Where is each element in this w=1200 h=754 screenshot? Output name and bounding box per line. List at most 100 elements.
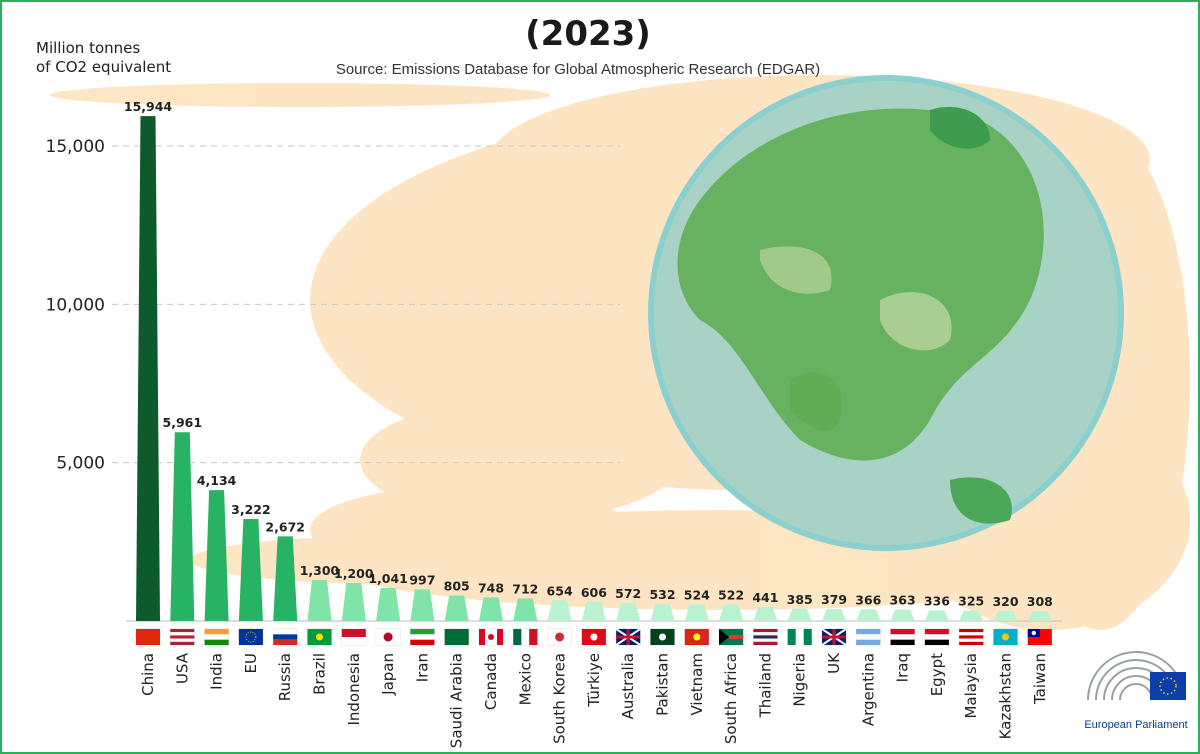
x-tick-label: Taiwan [1031,653,1049,705]
bar-iran [410,589,435,621]
x-tick-label: Argentina [859,653,877,726]
flag-uk-icon [821,628,847,646]
flags [135,628,1053,646]
data-label: 379 [821,592,847,607]
bar-egypt [924,610,949,621]
data-label: 532 [649,587,675,602]
data-label: 5,961 [163,415,203,430]
flag-egypt-icon [924,628,950,646]
data-label: 385 [787,592,813,607]
x-tick-label: Iran [413,653,431,682]
data-label: 1,200 [334,566,374,581]
x-tick-label: UK [825,652,843,674]
data-label: 325 [958,594,984,609]
flag-australia-icon [615,628,641,646]
x-tick-label: Brazil [311,653,329,695]
flag-usa-icon [170,628,195,646]
x-tick-label: Australia [619,653,637,719]
x-tick-label: South Korea [551,653,569,744]
bar-taiwan [1027,611,1052,621]
data-label: 363 [890,593,916,608]
flag-thailand-icon [753,628,778,646]
data-label: 748 [478,580,504,595]
data-label: 4,134 [197,473,237,488]
data-label: 997 [409,572,435,587]
bar-kazakhstan [993,610,1018,621]
bar-eu [238,518,263,621]
bar-argentina [856,609,881,621]
bar-china [136,116,160,622]
data-label: 522 [718,587,744,602]
x-tick-label: USA [173,652,191,684]
x-tick-label: India [208,653,226,690]
data-label: 606 [581,585,607,600]
y-axis-label-line2: of CO2 equivalent [36,58,171,76]
x-tick-label: Pakistan [654,653,672,716]
flag-canada-icon [478,628,504,646]
flag-malaysia-icon [958,628,984,646]
bar-australia [616,602,641,621]
x-tick-label: Thailand [756,653,774,718]
data-label: 572 [615,586,641,601]
x-tick-label: Türkiye [585,653,603,708]
flag-brazil-icon [307,628,332,646]
data-label: 3,222 [231,502,271,517]
y-tick-label: 5,000 [56,454,105,474]
data-label: 320 [992,594,1018,609]
flag-south-africa-icon [718,628,744,646]
bar-t-rkiye [581,601,606,621]
bar-mexico [513,598,538,621]
flag-mexico-icon [512,628,538,646]
x-tick-label: Mexico [516,653,534,705]
x-tick-label: EU [242,653,260,673]
bar-india [204,490,229,621]
chart-subtitle: Source: Emissions Database for Global At… [336,61,820,78]
flag-indonesia-icon [341,628,367,646]
flag-taiwan-icon [1027,628,1053,646]
x-tick-label: Vietnam [688,653,706,716]
flag-south-korea-icon [547,628,572,646]
flag-iraq-icon [890,628,915,646]
flag-saudi-arabia-icon [444,628,470,646]
data-labels: 15,944 5,961 4,134 3,222 2,672 1,3001,2001,04… [124,99,1053,609]
bar-iraq [890,609,915,621]
x-tick-label: Saudi Arabia [448,653,466,748]
x-tick-label: China [139,653,157,696]
flag-t-rkiye-icon [581,628,607,646]
data-label: 308 [1027,594,1053,609]
data-label: 805 [444,579,470,594]
bar-indonesia [341,583,366,621]
bars [136,116,1052,622]
flag-kazakhstan-icon [993,628,1018,646]
bar-uk [822,608,846,621]
y-tick-label: 10,000 [46,295,105,315]
flag-china-icon [135,628,161,646]
data-label: 366 [855,592,881,607]
x-tick-label: Indonesia [345,653,363,726]
flag-eu-icon [238,628,264,646]
x-tick-label: Japan [379,653,397,696]
data-label: 441 [752,590,778,605]
bar-nigeria [787,608,812,621]
flag-india-icon [204,628,229,646]
data-label: 1,041 [368,571,408,586]
bar-malaysia [959,610,984,621]
bar-saudi-arabia [444,595,469,621]
logo-text: European Parliament [1084,719,1187,731]
bar-thailand [753,607,778,621]
bar-south-korea [547,600,572,621]
bar-vietnam [684,604,709,621]
x-tick-label: Malaysia [962,653,980,719]
flag-nigeria-icon [787,628,813,646]
x-tick-label: Nigeria [791,653,809,707]
flag-vietnam-icon [684,628,710,646]
x-tick-label: Russia [276,653,294,701]
x-tick-label: Iraq [894,653,912,682]
bar-brazil [307,579,332,621]
y-axis-label-line1: Million tonnes [36,39,140,57]
data-label: 654 [547,583,573,598]
y-axis-ticks: 5,000 10,000 15,000 [46,137,105,474]
bar-usa [170,432,195,621]
bar-canada [479,597,503,621]
